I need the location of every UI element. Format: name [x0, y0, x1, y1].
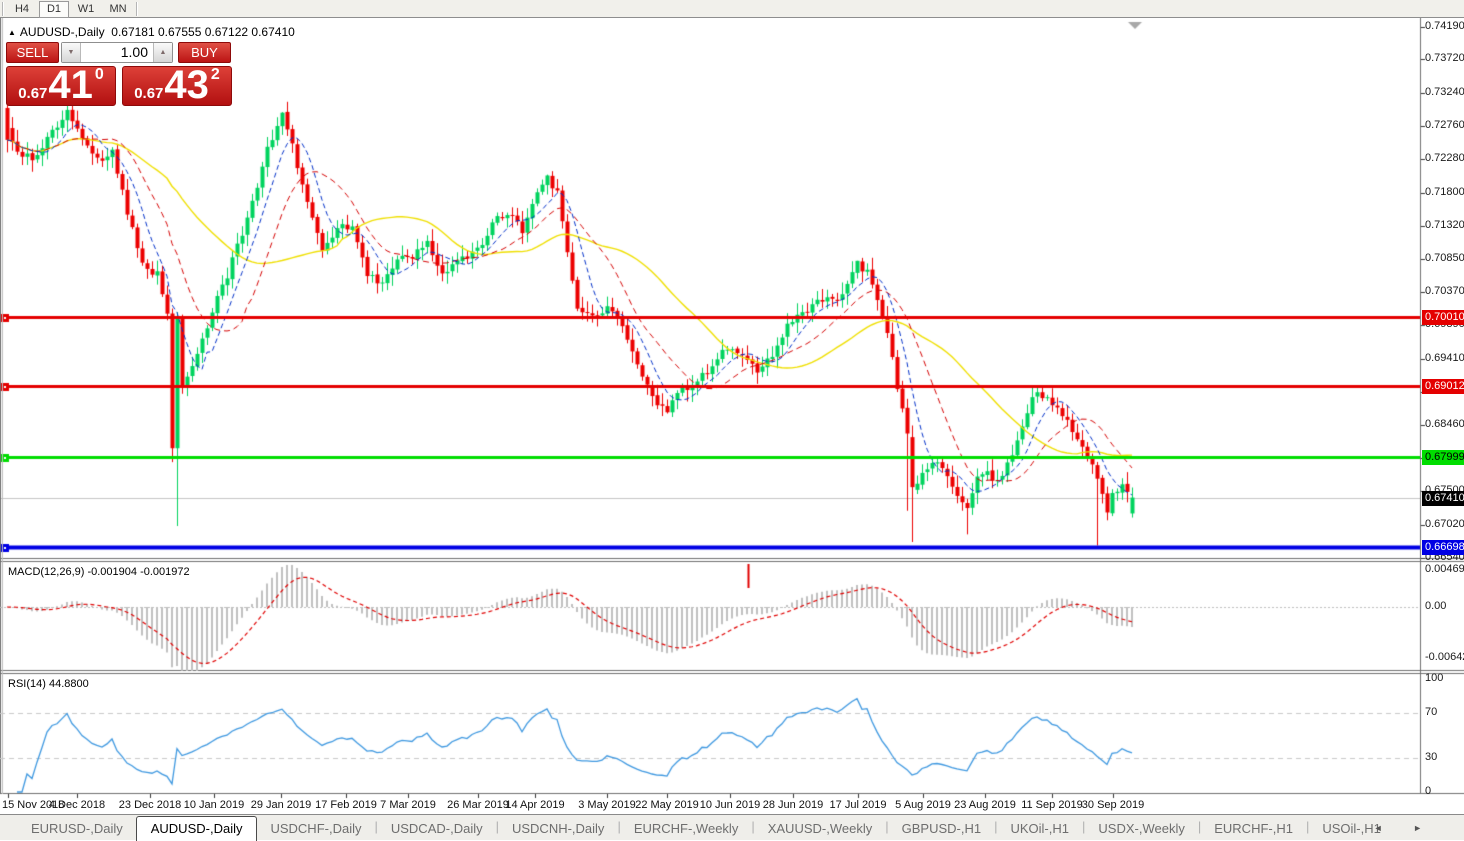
- tab-eurchf-weekly[interactable]: EURCHF-,Weekly: [633, 821, 739, 836]
- timeframe-button-mn[interactable]: MN: [109, 3, 127, 15]
- chart-header: ▲ AUDUSD-,Daily 0.67181 0.67555 0.67122 0…: [8, 25, 295, 39]
- sell-price-big: 41: [48, 63, 93, 107]
- tab-separator: |: [751, 819, 755, 834]
- tab-usdcad-daily[interactable]: USDCAD-,Daily: [390, 821, 483, 836]
- symbol-marker-icon: ▲: [8, 28, 16, 37]
- tab-usoil-h1[interactable]: USOil-,H1: [1322, 821, 1381, 836]
- buy-price-button[interactable]: 0.67 43 2: [122, 63, 232, 107]
- toolbar-separator: [2, 1, 4, 16]
- tab-eurchf-h1[interactable]: EURCHF-,H1: [1214, 821, 1293, 836]
- tab-usdchf-daily[interactable]: USDCHF-,Daily: [270, 821, 362, 836]
- lot-size-control: ▼ 1.00 ▲: [61, 42, 173, 63]
- toolbar-separator: [136, 1, 138, 16]
- tab-separator: |: [1305, 819, 1310, 834]
- tab-separator: |: [994, 819, 998, 834]
- tab-audusd-daily[interactable]: AUDUSD-,Daily: [135, 816, 258, 841]
- tab-gbpusd-h1[interactable]: GBPUSD-,H1: [901, 821, 982, 836]
- chart-symbol-label: AUDUSD-,Daily: [19, 25, 105, 39]
- tab-separator: |: [1082, 819, 1086, 834]
- chart-ohlc-values: 0.67181 0.67555 0.67122 0.67410: [111, 25, 295, 39]
- tab-separator: |: [374, 819, 378, 834]
- tab-scroll-arrows[interactable]: ◄ ►: [1373, 823, 1436, 833]
- timeframe-button-w1[interactable]: W1: [77, 3, 95, 15]
- buy-button[interactable]: BUY: [178, 42, 231, 63]
- tab-separator: |: [885, 819, 889, 834]
- sell-price-pip: 0: [94, 66, 104, 83]
- sell-price-button[interactable]: 0.67 41 0: [6, 63, 116, 107]
- buy-price-pip: 2: [210, 66, 220, 83]
- tab-xauusd-weekly[interactable]: XAUUSD-,Weekly: [767, 821, 873, 836]
- tab-separator: |: [1197, 819, 1202, 834]
- sell-button[interactable]: SELL: [6, 42, 59, 63]
- tab-eurusd-daily[interactable]: EURUSD-,Daily: [31, 821, 123, 836]
- chart-tab-bar: EURUSD-,Daily AUDUSD-,Daily USDCHF-,Daily |…: [0, 814, 1464, 841]
- tab-separator: |: [495, 819, 499, 834]
- tab-usdx-weekly[interactable]: USDX-,Weekly: [1098, 821, 1185, 836]
- tab-ukoil-h1[interactable]: UKOil-,H1: [1010, 821, 1069, 836]
- timeframe-button-h4[interactable]: H4: [14, 3, 30, 15]
- sell-price-prefix: 0.67: [18, 85, 48, 102]
- rsi-indicator-label: RSI(14) 44.8800: [8, 678, 89, 690]
- lot-increase-button[interactable]: ▲: [153, 43, 172, 62]
- price-chart-canvas[interactable]: [0, 18, 1464, 814]
- timeframe-button-d1[interactable]: D1: [39, 1, 69, 18]
- timeframe-toolbar: H4 D1 W1 MN: [0, 0, 1464, 18]
- chart-window: ▲ AUDUSD-,Daily 0.67181 0.67555 0.67122 0…: [0, 18, 1464, 814]
- tab-separator: |: [617, 819, 621, 834]
- buy-price-big: 43: [164, 63, 209, 107]
- macd-indicator-label: MACD(12,26,9) -0.001904 -0.001972: [8, 566, 190, 578]
- tab-usdcnh-daily[interactable]: USDCNH-,Daily: [511, 821, 605, 836]
- lot-size-value[interactable]: 1.00: [120, 44, 148, 60]
- one-click-trade-panel: SELL ▼ 1.00 ▲ BUY 0.67 41 0 0.67 43 2: [6, 42, 232, 106]
- buy-price-prefix: 0.67: [134, 85, 164, 102]
- lot-decrease-button[interactable]: ▼: [62, 43, 81, 62]
